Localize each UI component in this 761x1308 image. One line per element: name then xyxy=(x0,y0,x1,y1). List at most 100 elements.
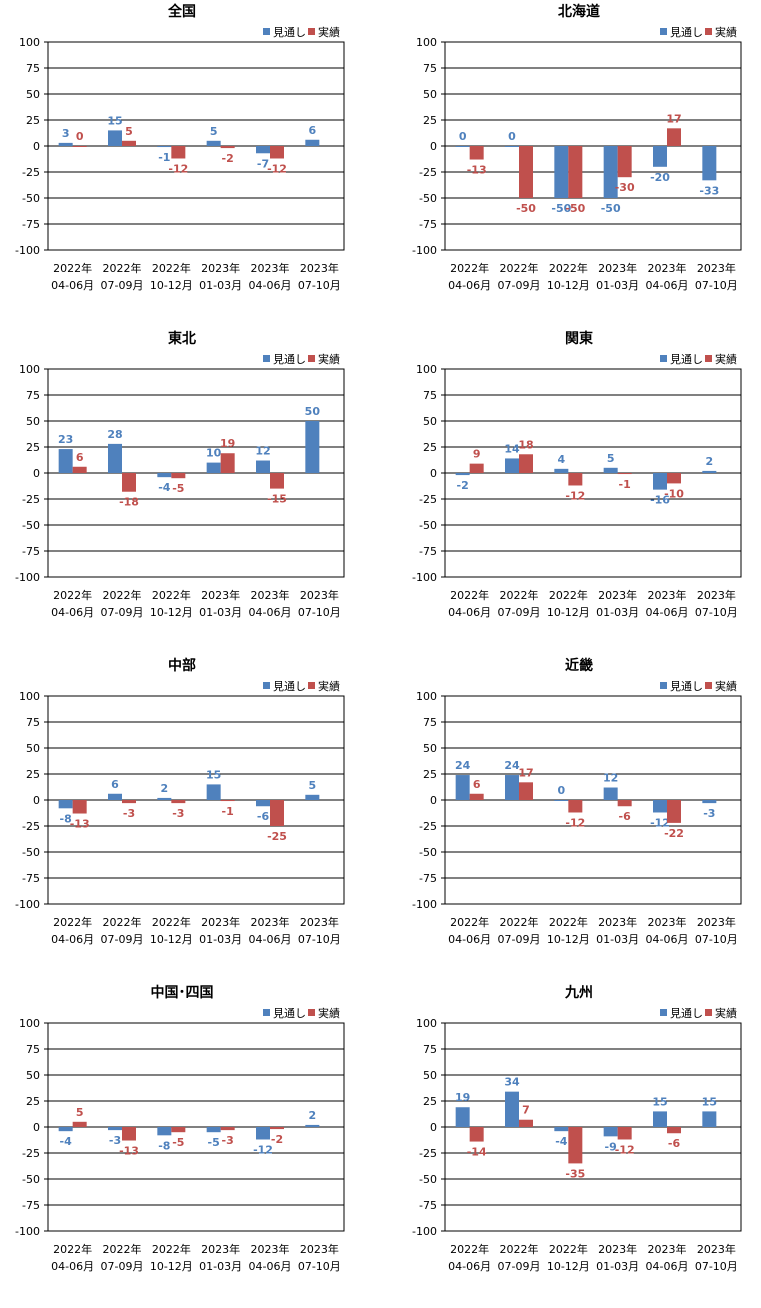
bar-forecast xyxy=(702,1111,717,1127)
y-tick-label: 75 xyxy=(423,389,437,402)
chart-title: 北海道 xyxy=(558,3,600,20)
y-tick-label: 25 xyxy=(26,768,40,781)
bar-forecast xyxy=(58,1127,73,1132)
bar-forecast xyxy=(108,793,122,800)
x-tick-label: 2022年 xyxy=(549,261,588,275)
data-label-forecast: -8 xyxy=(158,1139,170,1152)
y-tick-label: 25 xyxy=(423,441,437,454)
x-tick-label: 2023年 xyxy=(201,915,240,929)
bar-forecast xyxy=(157,146,172,148)
y-tick-label: -75 xyxy=(22,218,40,231)
bar-actual xyxy=(72,466,87,473)
legend-label-actual: 実績 xyxy=(715,1006,737,1020)
x-tick-label: 2022年 xyxy=(53,261,92,275)
chart-title: 近畿 xyxy=(565,657,593,674)
x-tick-label: 2022年 xyxy=(450,1242,489,1256)
x-tick-label: 2022年 xyxy=(103,588,142,602)
x-tick-label: 04-06月 xyxy=(249,933,292,946)
x-tick-label: 07-09月 xyxy=(101,933,144,946)
y-tick-label: 75 xyxy=(26,1043,40,1056)
data-label-forecast: -20 xyxy=(650,171,670,184)
bar-forecast xyxy=(455,146,470,147)
bar-actual xyxy=(568,473,583,486)
x-tick-label: 04-06月 xyxy=(249,279,292,292)
x-tick-label: 10-12月 xyxy=(547,933,590,946)
bar-actual xyxy=(122,1127,136,1141)
data-label-forecast: 19 xyxy=(455,1091,470,1104)
data-label-actual: -6 xyxy=(668,1137,681,1150)
data-label-actual: -2 xyxy=(222,152,234,165)
data-label-actual: 0 xyxy=(76,130,84,143)
bar-forecast xyxy=(505,458,519,473)
y-tick-label: 25 xyxy=(423,1095,437,1108)
data-label-forecast: 12 xyxy=(255,445,270,458)
legend-label-actual: 実績 xyxy=(715,352,737,366)
x-tick-label: 2023年 xyxy=(648,261,687,275)
x-tick-label: 2023年 xyxy=(201,588,240,602)
data-label-forecast: 24 xyxy=(504,759,520,772)
y-tick-label: -50 xyxy=(22,846,40,859)
bar-forecast xyxy=(653,1111,667,1127)
bar-actual xyxy=(469,463,484,473)
data-label-forecast: -50 xyxy=(551,202,571,215)
x-tick-label: 2023年 xyxy=(201,1242,240,1256)
legend-label-forecast: 見通し xyxy=(670,680,703,693)
bar-forecast xyxy=(554,146,569,198)
legend-swatch-forecast xyxy=(660,682,667,689)
chart-panel: 九州 見通し 実績 100 75 50 25 0 -25 -50 -75 -100 2022年 04-06… xyxy=(397,981,761,1308)
x-tick-label: 04-06月 xyxy=(249,1260,292,1273)
x-tick-label: 04-06月 xyxy=(448,1260,491,1273)
x-tick-label: 04-06月 xyxy=(448,279,491,292)
x-tick-label: 07-09月 xyxy=(498,606,541,619)
data-label-forecast: 12 xyxy=(603,772,618,785)
legend: 見通し 実績 xyxy=(263,25,340,39)
y-tick-label: -50 xyxy=(419,519,437,532)
legend: 見通し 実績 xyxy=(660,679,737,693)
y-tick-label: -75 xyxy=(22,872,40,885)
legend-label-forecast: 見通し xyxy=(670,1007,703,1020)
x-tick-label: 04-06月 xyxy=(448,933,491,946)
data-label-actual: -50 xyxy=(565,202,585,215)
y-tick-label: 100 xyxy=(416,363,437,376)
data-label-forecast: 0 xyxy=(558,784,566,797)
data-label-forecast: 2 xyxy=(309,1109,317,1122)
x-tick-label: 2023年 xyxy=(300,915,339,929)
data-label-forecast: 15 xyxy=(652,1095,667,1108)
bar-actual xyxy=(519,782,533,800)
bar-forecast xyxy=(603,1127,618,1137)
data-label-forecast: 5 xyxy=(607,452,615,465)
y-tick-label: 75 xyxy=(26,62,40,75)
x-tick-label: 2023年 xyxy=(598,1242,637,1256)
data-label-actual: -13 xyxy=(70,818,90,831)
y-tick-label: -25 xyxy=(22,493,40,506)
x-tick-label: 10-12月 xyxy=(547,279,590,292)
y-tick-label: -25 xyxy=(22,1147,40,1160)
bar-forecast xyxy=(108,443,122,473)
x-tick-label: 2023年 xyxy=(251,1242,290,1256)
y-tick-label: -100 xyxy=(412,898,437,911)
x-tick-label: 01-03月 xyxy=(199,606,242,619)
data-label-actual: -5 xyxy=(172,1136,184,1149)
bar-actual xyxy=(270,146,284,159)
y-tick-label: 0 xyxy=(430,794,437,807)
bar-actual xyxy=(220,453,235,473)
legend-swatch-actual xyxy=(308,1009,315,1016)
x-tick-label: 2022年 xyxy=(500,588,539,602)
bar-actual xyxy=(469,1127,484,1142)
legend-swatch-actual xyxy=(308,682,315,689)
bar-actual xyxy=(519,1119,533,1127)
data-label-actual: -50 xyxy=(516,202,536,215)
data-label-actual: -12 xyxy=(615,1143,635,1156)
y-tick-label: -50 xyxy=(419,1173,437,1186)
bar-forecast xyxy=(305,794,320,800)
bar-actual xyxy=(667,800,681,823)
legend-label-forecast: 見通し xyxy=(273,1007,306,1020)
bar-actual xyxy=(667,473,681,484)
data-label-actual: -5 xyxy=(172,482,184,495)
x-tick-label: 2022年 xyxy=(103,261,142,275)
data-label-forecast: 14 xyxy=(504,442,520,455)
legend-label-forecast: 見通し xyxy=(670,353,703,366)
